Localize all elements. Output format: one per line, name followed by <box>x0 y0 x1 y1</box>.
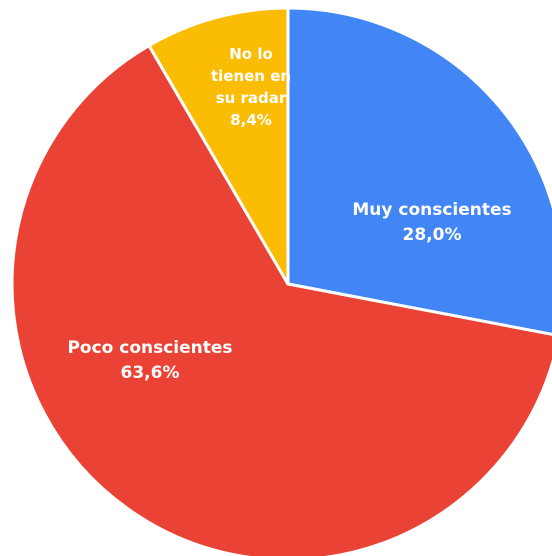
pie-slice-2 <box>10 44 552 556</box>
slice-label-text: No lo <box>229 45 273 63</box>
pie-labels: Muy conscientes 28,0% Poco conscientes 63,6… <box>67 45 511 383</box>
pie-slice-label-3: No lo tienen en su radar 8,4% <box>211 45 291 129</box>
pie-slice-label-2: Poco conscientes 63,6% <box>67 338 232 383</box>
pie-slice-label-1: Muy conscientes 28,0% <box>352 200 511 245</box>
pie-slice-1 <box>286 6 552 336</box>
slice-label-text: Poco conscientes <box>67 338 232 358</box>
pie-slices <box>10 6 552 556</box>
slice-value-label: 28,0% <box>403 225 462 245</box>
slice-label-text: tienen en <box>211 67 291 85</box>
slice-value-label: 8,4% <box>230 111 272 129</box>
slice-value-label: 63,6% <box>121 363 180 383</box>
slice-label-text: Muy conscientes <box>352 200 511 220</box>
pie-slice-3 <box>147 6 290 286</box>
slice-label-text: su radar <box>216 89 287 107</box>
